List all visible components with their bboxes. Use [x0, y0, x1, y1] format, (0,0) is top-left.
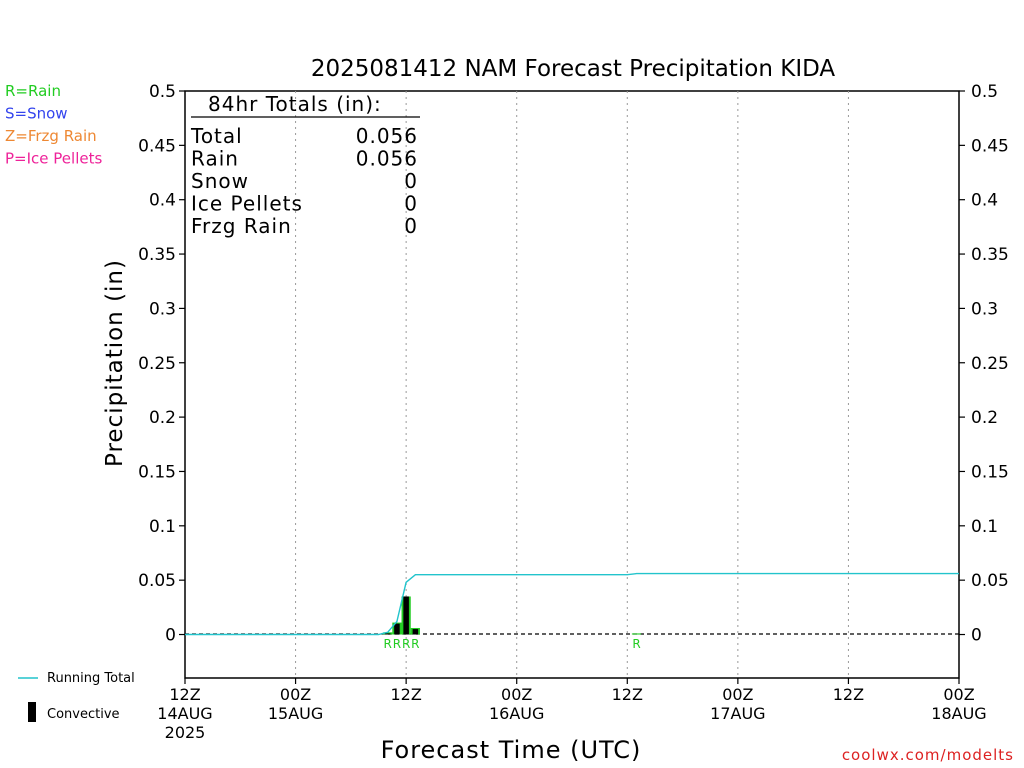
running-total-line	[185, 572, 959, 636]
y-tick-label-left: 0.25	[138, 354, 176, 374]
x-tick-label: 12Z	[390, 685, 421, 704]
y-axes: 0 00.05 0.050.1 0.10.15 0.150.2 0.20.25 0.250.…	[138, 82, 1009, 646]
totals-header: 84hr Totals (in):	[208, 92, 382, 116]
y-tick-label-right: 0.5	[971, 82, 998, 102]
chart-title: 2025081412 NAM Forecast Precipitation KI…	[311, 56, 836, 82]
x-tick-label: 17AUG	[710, 704, 765, 723]
y-tick-label-right: 0.4	[971, 191, 998, 211]
totals-label: Rain	[191, 147, 239, 171]
y-tick-label-left: 0	[165, 626, 176, 646]
totals-value: 0	[404, 192, 418, 216]
y-tick-label-left: 0.5	[149, 82, 176, 102]
x-tick-label: 2025	[165, 723, 206, 742]
y-tick-label-left: 0.3	[149, 299, 176, 319]
ptype-marker: R	[411, 637, 419, 651]
totals-label: Total	[190, 124, 243, 148]
y-tick-label-right: 0.05	[971, 571, 1009, 591]
bottom-legend: Running Total Convective	[18, 671, 135, 722]
x-axis-label: Forecast Time (UTC)	[381, 736, 642, 764]
totals-label: Ice Pellets	[191, 192, 303, 216]
y-tick-label-left: 0.1	[149, 517, 176, 537]
y-tick-label-right: 0.45	[971, 136, 1009, 156]
totals-box: 84hr Totals (in): Total 0.056 Rain 0.056 Sno…	[190, 92, 420, 238]
rain-bar	[631, 633, 642, 635]
credit-text: coolwx.com/modelts	[842, 746, 1014, 764]
y-tick-label-right: 0.15	[971, 462, 1009, 482]
totals-label: Snow	[191, 169, 249, 193]
precip-type-legend: R=Rain S=Snow Z=Frzg Rain P=Ice Pellets	[5, 82, 102, 168]
x-tick-label: 00Z	[280, 685, 311, 704]
ptype-marker: R	[384, 637, 392, 651]
totals-value: 0	[404, 214, 418, 238]
y-tick-label-right: 0.3	[971, 299, 998, 319]
totals-label: Frzg Rain	[191, 214, 292, 238]
legend-snow: S=Snow	[5, 105, 68, 123]
y-tick-label-left: 0.2	[149, 408, 176, 428]
convective-bar	[394, 623, 400, 635]
y-tick-label-right: 0	[971, 626, 982, 646]
y-tick-label-left: 0.05	[138, 571, 176, 591]
totals-value: 0	[404, 169, 418, 193]
legend-ice_pellets: P=Ice Pellets	[5, 150, 102, 168]
x-tick-label: 00Z	[943, 685, 974, 704]
plot-frame	[184, 90, 960, 679]
vertical-gridlines	[295, 91, 849, 678]
x-tick-label: 14AUG	[157, 704, 212, 723]
ptype-marker: R	[632, 637, 640, 651]
y-tick-label-right: 0.35	[971, 245, 1009, 265]
y-tick-label-right: 0.2	[971, 408, 998, 428]
y-tick-label-right: 0.1	[971, 517, 998, 537]
y-tick-label-left: 0.35	[138, 245, 176, 265]
totals-value: 0.056	[356, 147, 418, 171]
ptype-marker: R	[393, 637, 401, 651]
precip-bars	[383, 596, 642, 635]
legend-rain: R=Rain	[5, 82, 61, 100]
y-tick-label-left: 0.45	[138, 136, 176, 156]
x-tick-label: 16AUG	[489, 704, 544, 723]
x-tick-label: 12Z	[612, 685, 643, 704]
convective-bar	[384, 633, 391, 635]
totals-value: 0.056	[356, 124, 418, 148]
ptype-marker: R	[402, 637, 410, 651]
legend-frzg_rain: Z=Frzg Rain	[5, 127, 97, 145]
convective-bar	[412, 629, 419, 635]
x-tick-label: 15AUG	[268, 704, 323, 723]
convective-legend-label: Convective	[47, 707, 120, 722]
x-tick-label: 00Z	[501, 685, 532, 704]
x-tick-label: 18AUG	[931, 704, 986, 723]
y-axis-label: Precipitation (in)	[102, 259, 128, 467]
x-tick-label: 12Z	[169, 685, 200, 704]
x-tick-label: 12Z	[833, 685, 864, 704]
convective-bar	[403, 596, 409, 635]
convective-swatch	[28, 702, 36, 722]
y-tick-label-left: 0.15	[138, 462, 176, 482]
y-tick-label-right: 0.25	[971, 354, 1009, 374]
y-tick-label-left: 0.4	[149, 191, 176, 211]
running-total-legend-label: Running Total	[47, 671, 135, 686]
x-tick-label: 00Z	[722, 685, 753, 704]
